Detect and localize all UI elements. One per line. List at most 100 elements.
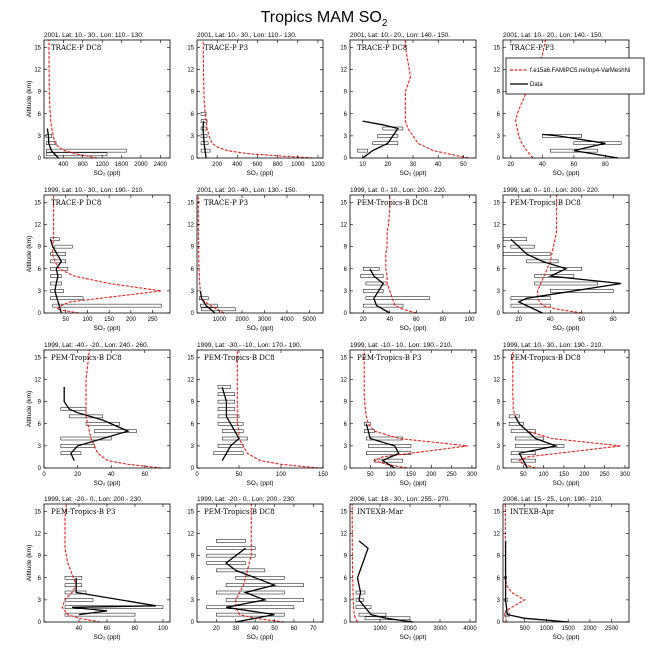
error-bar — [46, 152, 108, 157]
x-tick-label: 2000 — [403, 626, 417, 632]
x-tick-label: 100 — [539, 472, 550, 478]
y-tick-label: 0 — [344, 311, 348, 317]
legend-box — [505, 57, 645, 95]
data-line — [369, 268, 391, 314]
x-tick-label: 50 — [271, 626, 278, 632]
error-bar — [206, 605, 295, 609]
y-tick-label: 6 — [497, 267, 501, 273]
y-tick-label: 6 — [344, 112, 348, 118]
x-tick-label: 800 — [273, 162, 284, 168]
y-tick-label: 15 — [493, 200, 500, 206]
x-tick-label: 4000 — [463, 626, 477, 632]
panel-16: 2006, Lat: 15.- 25., Lon: 190.- 210. 0 3 6 9… — [493, 496, 630, 641]
model-line — [504, 504, 526, 623]
y-tick-label: 3 — [344, 289, 348, 295]
model-line — [197, 195, 225, 314]
error-bar — [46, 141, 57, 145]
panel-11: 1999, Lat: -10.- 10., Lon: 190.- 210. 0 3 6… — [340, 342, 477, 487]
x-tick-label: 70 — [310, 626, 317, 632]
plot-frame — [196, 39, 324, 159]
error-bar — [364, 616, 411, 621]
x-axis-label: SO₂ (ppt) — [399, 480, 426, 487]
x-tick-label: 1500 — [561, 626, 575, 632]
error-bar — [64, 612, 136, 617]
plot-frame — [349, 349, 477, 469]
y-tick-label: 6 — [38, 576, 42, 582]
error-bar — [221, 429, 244, 433]
y-tick-label: 9 — [38, 554, 42, 560]
plot-frame — [502, 349, 630, 469]
y-tick-label: 9 — [497, 400, 501, 406]
x-tick-label: 40 — [435, 162, 442, 168]
x-tick-label: 400 — [232, 162, 243, 168]
model-line — [351, 504, 358, 623]
campaign-label: TRACE-P DC8 — [51, 199, 101, 207]
error-bar — [510, 451, 536, 455]
panel-8: 1999, Lat: 0.- 10., Lon: 200.- 220. 0 3 6 9 1… — [493, 187, 630, 332]
x-axis-label: SO₂ (ppt) — [552, 170, 579, 177]
panel-2: 2001, Lat: 10.- 30., Lon: 110.- 130. 0 3 6 9… — [187, 32, 325, 177]
error-bar — [363, 289, 384, 293]
plot-frame — [196, 194, 324, 314]
error-bar — [534, 281, 598, 286]
data-line — [63, 386, 130, 461]
y-tick-label: 3 — [38, 444, 42, 450]
campaign-label: PEM-Tropics-B DC8 — [204, 354, 275, 362]
panel-title: 2001, Lat: 10.- 20., Lon: 140.- 150. — [503, 32, 603, 39]
data-line — [510, 238, 622, 314]
error-bar — [217, 422, 244, 426]
x-tick-label: 60 — [291, 626, 298, 632]
plot-frame — [43, 39, 171, 159]
y-tick-label: 9 — [191, 400, 195, 406]
error-bar — [357, 148, 368, 153]
error-bar — [199, 296, 209, 300]
error-bar — [206, 561, 246, 565]
x-axis-label: SO₂ (ppt) — [93, 170, 120, 177]
error-bar — [217, 385, 231, 389]
error-bar — [52, 303, 162, 308]
x-tick-label: 1200 — [95, 162, 109, 168]
plot-frame — [196, 349, 324, 469]
y-tick-label: 15 — [34, 509, 41, 515]
error-bar — [216, 568, 266, 573]
x-tick-label: 30 — [232, 626, 239, 632]
error-bar — [64, 605, 164, 609]
y-tick-label: 9 — [191, 245, 195, 251]
plot-frame — [43, 194, 171, 314]
y-tick-label: 9 — [497, 554, 501, 560]
x-tick-label: 40 — [252, 626, 259, 632]
y-tick-label: 15 — [34, 200, 41, 206]
campaign-label: PEM-Tropics-B P3 — [357, 354, 421, 362]
panel-title: 1999, Lat: -20.- 0., Lon: 200.- 230. — [44, 496, 143, 503]
panel-9: 1999, Lat: -40.- -20., Lon: 240.- 260. 0 3… — [26, 342, 171, 487]
error-bar — [85, 422, 120, 426]
panel-title: 2001, Lat: 10.- 30., Lon: 110.- 130. — [197, 32, 297, 39]
y-tick-label: 3 — [344, 444, 348, 450]
x-tick-label: 40 — [539, 162, 546, 168]
model-line — [48, 40, 98, 159]
panel-14: 1999, Lat: -20.- 0., Lon: 200.- 230. 0 3 6 9… — [187, 496, 324, 641]
x-tick-label: 50 — [367, 472, 374, 478]
error-bar — [526, 259, 559, 264]
panel-title: 1999, Lat: -40.- -20., Lon: 240.- 260. — [44, 342, 149, 349]
data-line — [71, 577, 157, 616]
x-tick-label: 20 — [74, 472, 81, 478]
error-bar — [225, 598, 304, 602]
y-tick-label: 3 — [497, 598, 501, 604]
error-bar — [542, 134, 582, 138]
error-bar — [225, 583, 304, 587]
x-tick-label: 80 — [602, 162, 609, 168]
x-tick-label: 5000 — [303, 317, 317, 323]
x-tick-label: 80 — [132, 626, 139, 632]
y-tick-label: 3 — [344, 598, 348, 604]
legend: f.e15a6.FAMIPC5.ne0np4-VarMeshNi Data — [505, 57, 645, 95]
data-line — [514, 416, 559, 469]
panel-title: 2006, Lat: 18.- 30., Lon: 255.- 270. — [350, 496, 450, 503]
x-tick-label: 50 — [62, 317, 69, 323]
y-tick-label: 3 — [38, 289, 42, 295]
x-tick-label: 3000 — [258, 317, 272, 323]
x-tick-label: 200 — [212, 162, 223, 168]
x-tick-label: 1000 — [291, 162, 305, 168]
error-bar — [50, 237, 60, 241]
data-line — [504, 540, 569, 623]
